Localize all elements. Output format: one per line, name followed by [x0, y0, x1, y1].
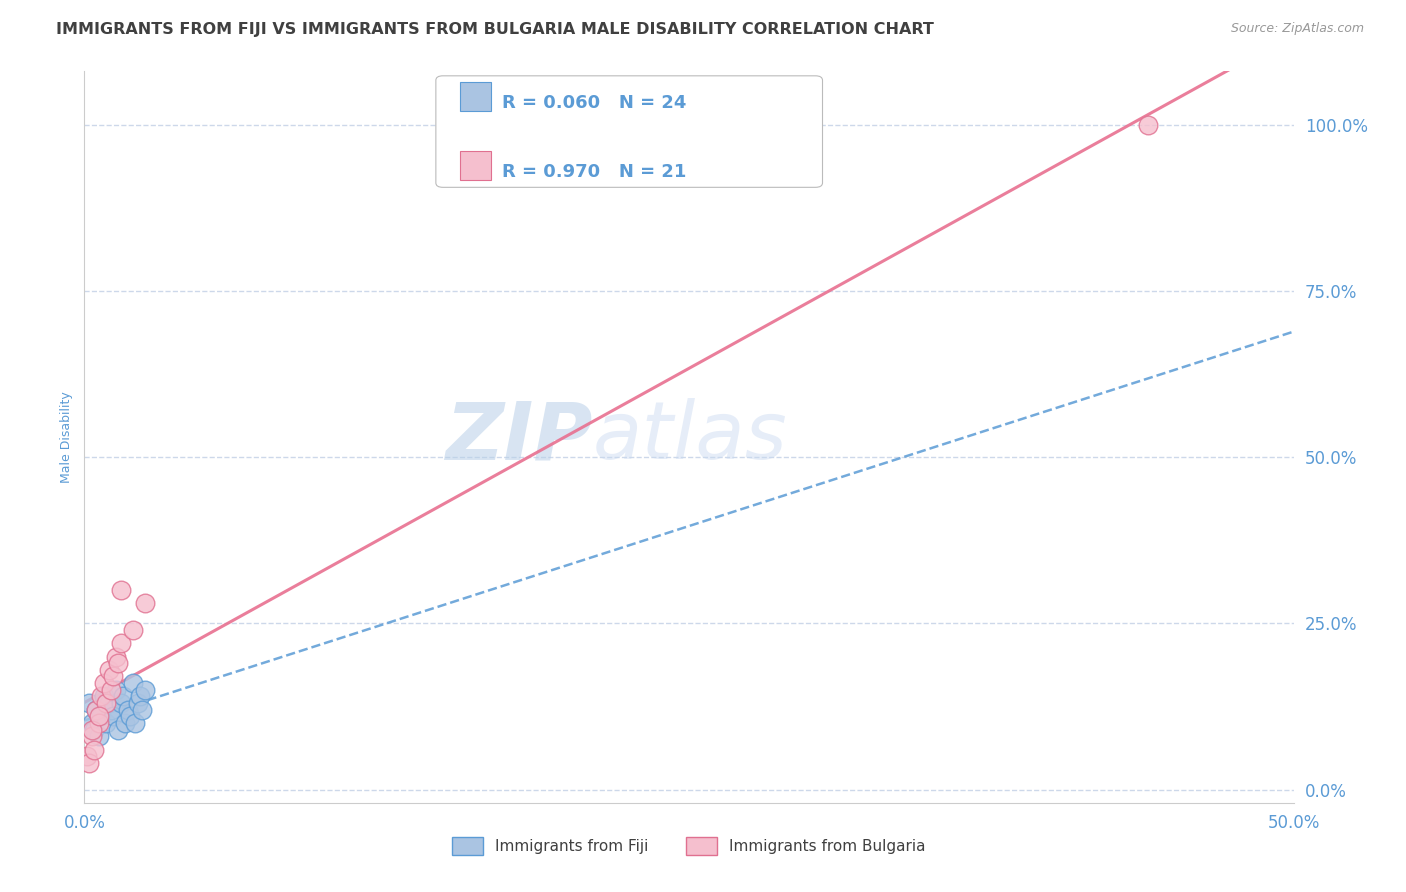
Text: R = 0.970   N = 21: R = 0.970 N = 21	[502, 163, 686, 181]
Point	[80, 729, 103, 743]
Point	[77, 756, 100, 770]
Point	[103, 709, 125, 723]
Point	[80, 716, 103, 731]
Point	[83, 742, 105, 756]
Point	[97, 663, 120, 677]
Point	[117, 703, 139, 717]
Point	[107, 656, 129, 670]
Point	[86, 703, 108, 717]
Point	[131, 703, 153, 717]
Point	[93, 690, 115, 704]
Text: Source: ZipAtlas.com: Source: ZipAtlas.com	[1230, 22, 1364, 36]
Point	[1137, 118, 1160, 132]
Point	[94, 716, 117, 731]
Point	[104, 682, 127, 697]
Point	[76, 749, 98, 764]
Point	[134, 596, 156, 610]
Point	[87, 716, 110, 731]
Text: atlas: atlas	[592, 398, 787, 476]
Point	[100, 682, 122, 697]
Text: R = 0.060   N = 24: R = 0.060 N = 24	[502, 94, 686, 112]
Point	[86, 703, 108, 717]
Point	[87, 729, 110, 743]
Point	[110, 582, 132, 597]
Point	[112, 690, 135, 704]
Point	[80, 723, 103, 737]
Point	[120, 709, 142, 723]
Point	[93, 676, 115, 690]
Point	[100, 703, 122, 717]
Point	[110, 696, 132, 710]
Point	[114, 716, 136, 731]
Point	[121, 676, 143, 690]
Point	[129, 690, 152, 704]
Point	[97, 696, 120, 710]
Y-axis label: Male Disability: Male Disability	[60, 392, 73, 483]
Point	[94, 696, 117, 710]
Point	[83, 723, 105, 737]
Point	[127, 696, 149, 710]
Point	[77, 696, 100, 710]
Point	[107, 723, 129, 737]
Point	[134, 682, 156, 697]
Legend: Immigrants from Fiji, Immigrants from Bulgaria: Immigrants from Fiji, Immigrants from Bu…	[446, 831, 932, 861]
Point	[90, 709, 112, 723]
Point	[110, 636, 132, 650]
Point	[121, 623, 143, 637]
Point	[87, 709, 110, 723]
Point	[103, 669, 125, 683]
Point	[124, 716, 146, 731]
Point	[104, 649, 127, 664]
Text: IMMIGRANTS FROM FIJI VS IMMIGRANTS FROM BULGARIA MALE DISABILITY CORRELATION CHA: IMMIGRANTS FROM FIJI VS IMMIGRANTS FROM …	[56, 22, 934, 37]
Text: ZIP: ZIP	[444, 398, 592, 476]
Point	[90, 690, 112, 704]
